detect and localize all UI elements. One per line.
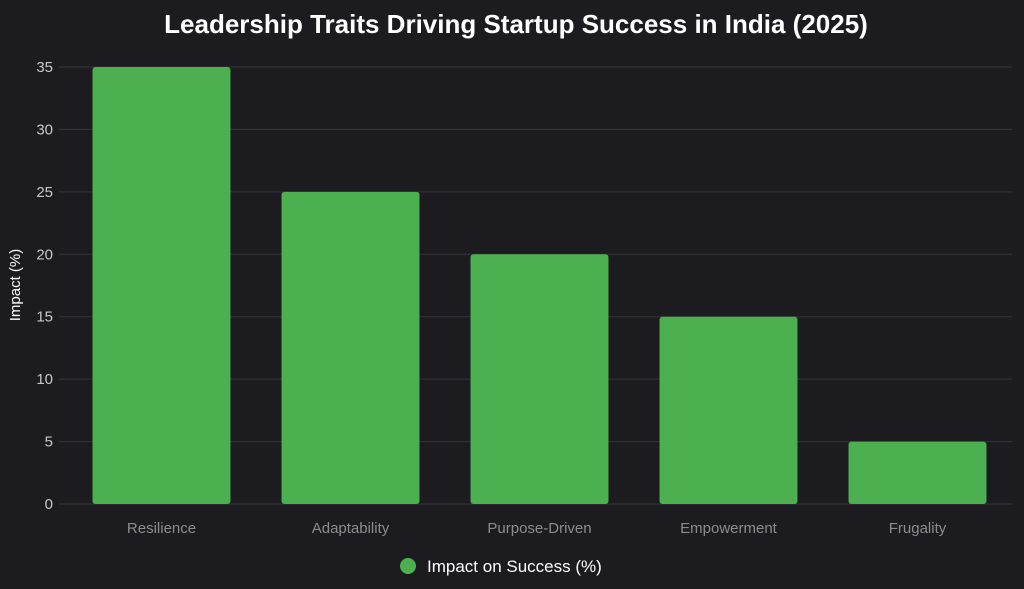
y-axis-ticks: 0 5 10 15 20 25 30 35 xyxy=(36,59,53,513)
y-tick-label: 10 xyxy=(36,371,53,388)
x-tick-label: Resilience xyxy=(127,520,196,537)
y-axis-title: Impact (%) xyxy=(7,249,24,322)
y-tick-label: 15 xyxy=(36,309,53,326)
bar-empowerment[interactable] xyxy=(659,316,798,504)
legend[interactable]: Impact on Success (%) xyxy=(400,557,602,576)
y-tick-label: 0 xyxy=(45,496,53,513)
x-tick-label: Empowerment xyxy=(680,520,778,537)
x-tick-label: Frugality xyxy=(889,520,947,537)
x-tick-label: Adaptability xyxy=(312,520,390,537)
chart-title: Leadership Traits Driving Startup Succes… xyxy=(164,9,868,39)
y-tick-label: 20 xyxy=(36,246,53,263)
bar-resilience[interactable] xyxy=(92,67,231,504)
x-tick-label: Purpose-Driven xyxy=(487,520,591,537)
bar-frugality[interactable] xyxy=(848,441,987,504)
legend-label: Impact on Success (%) xyxy=(427,557,602,576)
legend-swatch xyxy=(400,558,416,574)
bar-purpose-driven[interactable] xyxy=(470,254,609,504)
y-tick-label: 30 xyxy=(36,121,53,138)
bar-adaptability[interactable] xyxy=(281,191,420,504)
bars xyxy=(92,67,987,504)
x-axis-labels: Resilience Adaptability Purpose-Driven Empo… xyxy=(127,520,947,537)
y-tick-label: 5 xyxy=(45,434,53,451)
y-tick-label: 35 xyxy=(36,59,53,76)
y-tick-label: 25 xyxy=(36,184,53,201)
